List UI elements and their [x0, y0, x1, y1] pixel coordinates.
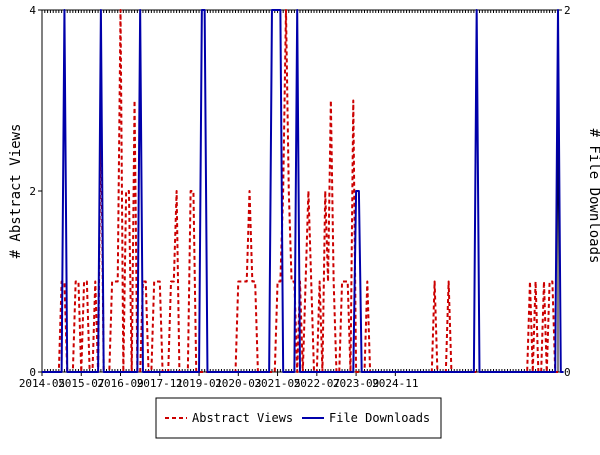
x-tick-label: 2014-05 — [19, 377, 65, 390]
y-left-tick-label: 0 — [29, 366, 36, 379]
legend: Abstract Views File Downloads — [155, 397, 442, 439]
y-right-tick-label: 0 — [564, 366, 571, 379]
x-tick-label: 2019-01 — [176, 377, 222, 390]
y-left-tick-label: 4 — [29, 4, 36, 17]
legend-label-abstract-views: Abstract Views — [192, 411, 293, 425]
y-left-tick-label: 2 — [29, 185, 36, 198]
x-tick-label: 2024-11 — [372, 377, 418, 390]
series-line-file-downloads — [42, 9, 564, 373]
x-tick-label: 2023-09 — [333, 377, 379, 390]
labels-layer: 2014-052015-072016-092017-112019-012020-… — [19, 4, 571, 390]
x-tick-label: 2020-03 — [215, 377, 261, 390]
legend-box — [155, 397, 442, 439]
series-layer — [42, 9, 564, 373]
x-tick-label: 2017-11 — [137, 377, 183, 390]
x-tick-label: 2022-07 — [294, 377, 340, 390]
x-tick-label: 2015-07 — [58, 377, 104, 390]
y-right-axis-label: # File Downloads — [586, 129, 600, 264]
legend-label-file-downloads: File Downloads — [329, 411, 430, 425]
y-left-axis-label: # Abstract Views — [8, 124, 24, 259]
x-tick-label: 2021-05 — [254, 377, 300, 390]
x-tick-label: 2016-09 — [97, 377, 143, 390]
y-right-tick-label: 2 — [564, 4, 571, 17]
